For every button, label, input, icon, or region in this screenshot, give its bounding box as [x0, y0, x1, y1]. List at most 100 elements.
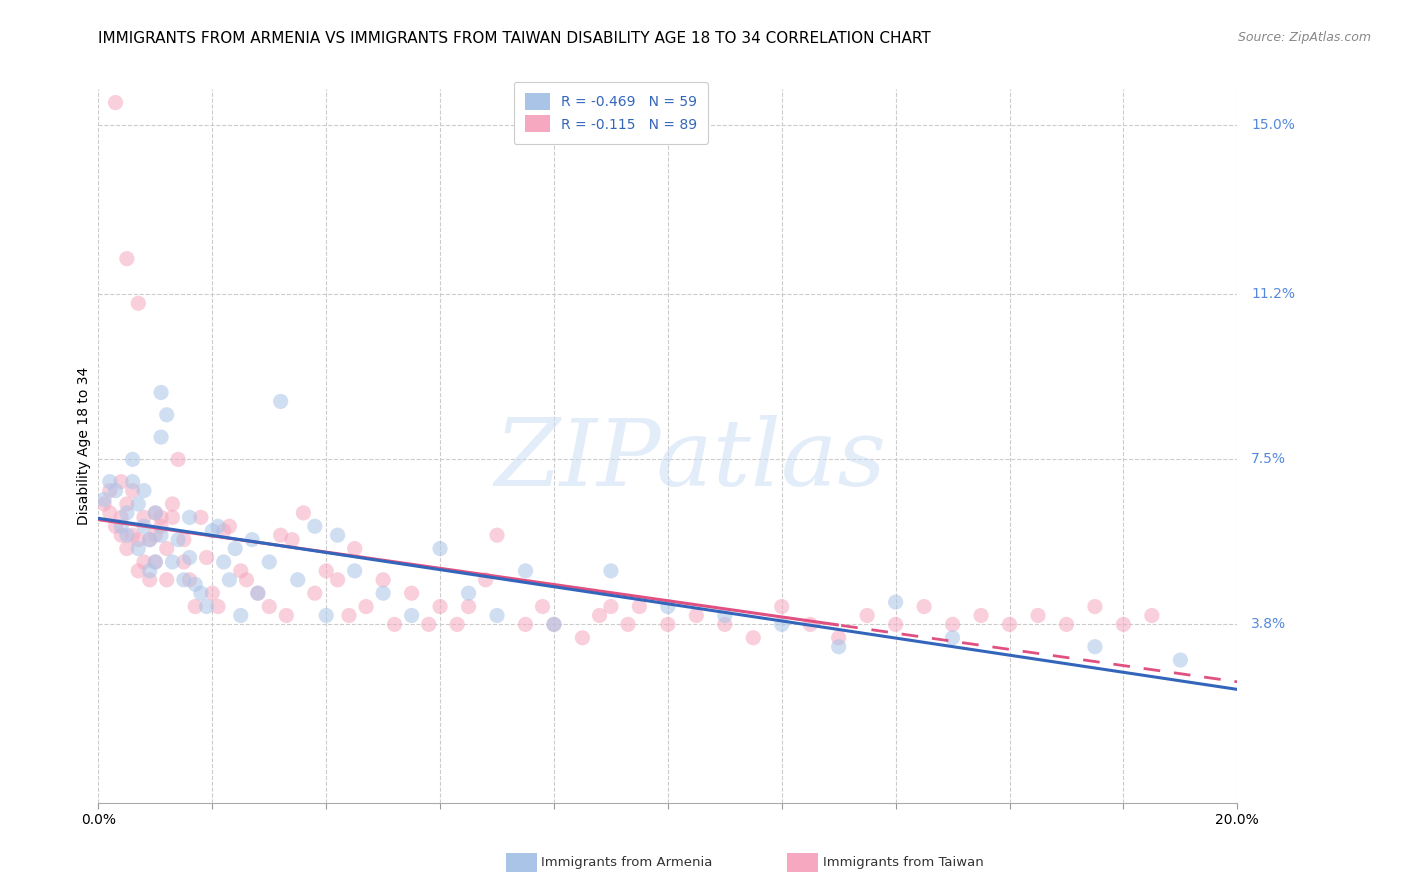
Point — [799, 617, 821, 632]
Point — [970, 608, 993, 623]
Point — [543, 617, 565, 632]
Point — [229, 564, 252, 578]
Text: Immigrants from Taiwan: Immigrants from Taiwan — [823, 856, 983, 869]
Point — [195, 550, 218, 565]
Point — [121, 475, 143, 489]
Point — [401, 608, 423, 623]
Point — [1112, 617, 1135, 632]
Point — [281, 533, 304, 547]
Point — [326, 573, 349, 587]
Point — [162, 510, 184, 524]
Point — [212, 524, 235, 538]
Point — [515, 564, 537, 578]
Point — [173, 555, 195, 569]
Point — [229, 608, 252, 623]
Point — [1140, 608, 1163, 623]
Point — [115, 528, 138, 542]
Point — [617, 617, 640, 632]
Point — [486, 608, 509, 623]
Point — [104, 483, 127, 498]
Point — [457, 586, 479, 600]
Point — [270, 394, 292, 409]
Point — [145, 555, 167, 569]
Point — [401, 586, 423, 600]
Point — [457, 599, 479, 614]
Point — [384, 617, 406, 632]
Point — [742, 631, 765, 645]
Point — [145, 506, 167, 520]
Point — [212, 555, 235, 569]
Point — [127, 533, 149, 547]
Y-axis label: Disability Age 18 to 34: Disability Age 18 to 34 — [77, 367, 91, 525]
Point — [315, 564, 337, 578]
Point — [190, 586, 212, 600]
Point — [714, 617, 737, 632]
Point — [138, 564, 160, 578]
Text: 3.8%: 3.8% — [1251, 617, 1286, 632]
Point — [150, 430, 173, 444]
Point — [145, 506, 167, 520]
Point — [150, 519, 173, 533]
Point — [1026, 608, 1049, 623]
Point — [474, 573, 496, 587]
Point — [93, 492, 115, 507]
Point — [127, 541, 149, 556]
Point — [714, 608, 737, 623]
Point — [531, 599, 554, 614]
Point — [98, 483, 121, 498]
Point — [98, 475, 121, 489]
Point — [110, 475, 132, 489]
Point — [179, 510, 201, 524]
Point — [600, 599, 623, 614]
Text: 7.5%: 7.5% — [1251, 452, 1286, 467]
Point — [884, 595, 907, 609]
Point — [1084, 640, 1107, 654]
Point — [259, 599, 281, 614]
Point — [276, 608, 298, 623]
Point — [326, 528, 349, 542]
Point — [657, 617, 679, 632]
Point — [184, 577, 207, 591]
Point — [150, 528, 173, 542]
Point — [132, 555, 155, 569]
Point — [884, 617, 907, 632]
Point — [132, 519, 155, 533]
Point — [304, 586, 326, 600]
Point — [998, 617, 1021, 632]
Point — [543, 617, 565, 632]
Point — [121, 452, 143, 467]
Text: ZIPatlas: ZIPatlas — [495, 416, 887, 505]
Legend: R = -0.469   N = 59, R = -0.115   N = 89: R = -0.469 N = 59, R = -0.115 N = 89 — [513, 82, 709, 144]
Point — [292, 506, 315, 520]
Point — [1084, 599, 1107, 614]
Point — [150, 510, 173, 524]
Point — [304, 519, 326, 533]
Point — [190, 510, 212, 524]
Point — [418, 617, 440, 632]
Point — [315, 608, 337, 623]
Point — [207, 599, 229, 614]
Point — [218, 573, 240, 587]
Point — [657, 599, 679, 614]
Point — [770, 599, 793, 614]
Point — [354, 599, 377, 614]
Point — [132, 483, 155, 498]
Point — [287, 573, 309, 587]
Point — [173, 573, 195, 587]
Point — [179, 573, 201, 587]
Point — [115, 497, 138, 511]
Point — [218, 519, 240, 533]
Point — [337, 608, 360, 623]
Point — [343, 541, 366, 556]
Point — [828, 631, 851, 645]
Text: IMMIGRANTS FROM ARMENIA VS IMMIGRANTS FROM TAIWAN DISABILITY AGE 18 TO 34 CORREL: IMMIGRANTS FROM ARMENIA VS IMMIGRANTS FR… — [98, 31, 931, 46]
Point — [1056, 617, 1078, 632]
Point — [138, 533, 160, 547]
Point — [235, 573, 257, 587]
Point — [127, 497, 149, 511]
Text: 15.0%: 15.0% — [1251, 118, 1295, 132]
Point — [93, 497, 115, 511]
Point — [104, 95, 127, 110]
Point — [246, 586, 269, 600]
Point — [115, 506, 138, 520]
